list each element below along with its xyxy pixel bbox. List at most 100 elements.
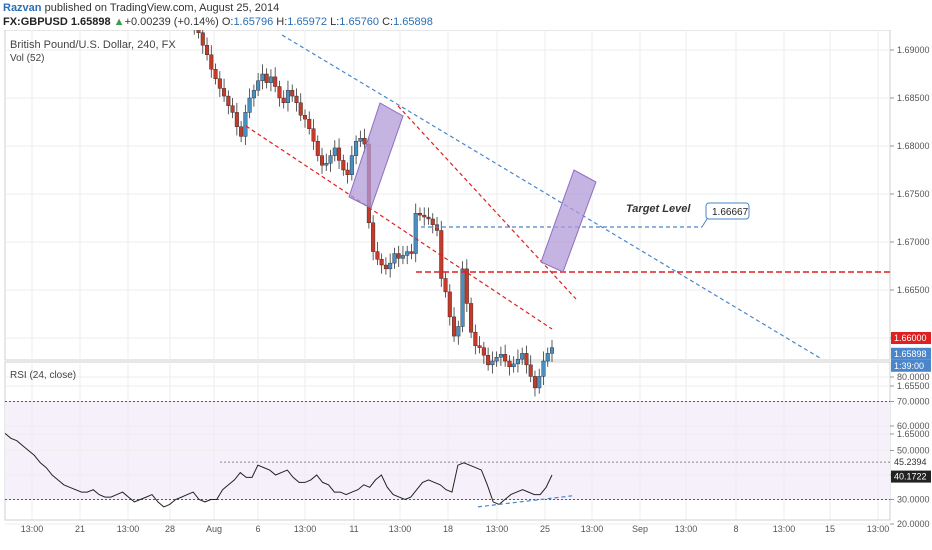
- close-label: C:: [382, 16, 394, 28]
- author-link[interactable]: Razvan: [3, 2, 42, 14]
- time-tick-label: 28: [165, 524, 175, 534]
- candle: [422, 214, 427, 218]
- publish-info: Razvan published on TradingView.com, Aug…: [3, 2, 279, 15]
- candle: [426, 216, 431, 220]
- candle: [447, 291, 452, 318]
- candle: [375, 251, 380, 260]
- candle: [302, 115, 307, 120]
- candle: [400, 255, 405, 259]
- candle: [277, 86, 282, 99]
- candle: [405, 251, 410, 256]
- candle: [430, 218, 435, 225]
- time-tick-label: 13:00: [675, 524, 698, 534]
- open-value: 1.65796: [233, 16, 274, 28]
- candle: [239, 126, 244, 137]
- rsi-tag-last: 40.1722: [894, 472, 927, 482]
- candle: [469, 303, 474, 333]
- candle: [315, 140, 320, 156]
- top-bar: Razvan published on TradingView.com, Aug…: [0, 0, 932, 30]
- candle: [503, 354, 508, 362]
- candle: [520, 353, 525, 360]
- rsi-indicator: [4, 401, 890, 508]
- candle: [332, 147, 337, 156]
- pane-title[interactable]: British Pound/U.S. Dollar, 240, FX: [10, 39, 176, 51]
- price-tag-level: 1.66000: [894, 333, 927, 343]
- channel-upper-line: [397, 105, 577, 300]
- drawings[interactable]: Target Level 1.66667: [245, 34, 890, 359]
- candle: [349, 155, 354, 175]
- low-label: L:: [330, 16, 340, 28]
- candle: [247, 97, 252, 113]
- candle: [324, 163, 329, 166]
- time-tick-label: 8: [733, 524, 738, 534]
- chart-canvas[interactable]: Target Level 1.66667 1.69000 1.68500 1.6800…: [0, 30, 932, 550]
- rsi-divergence-line: [477, 495, 573, 508]
- candle: [260, 73, 265, 81]
- candle: [460, 268, 465, 327]
- price-tag-countdown-bg: [891, 359, 931, 372]
- axes: 1.69000 1.68500 1.68000 1.67500 1.67000 1.665…: [5, 45, 931, 534]
- candle: [388, 262, 393, 270]
- close-value: 1.65898: [393, 16, 433, 28]
- candle: [251, 90, 256, 99]
- price-tag-last: 1.65898: [894, 349, 927, 359]
- projection-box-1: [348, 102, 404, 209]
- rsi-tag-level: 45.2394: [894, 457, 927, 467]
- rsi-title[interactable]: RSI (24, close): [10, 370, 77, 381]
- change-value: +0.00239 (+0.14%): [124, 16, 219, 28]
- time-tick-label: 13:00: [867, 524, 890, 534]
- candle: [205, 44, 210, 55]
- symbol-name[interactable]: FX:GBPUSD: [3, 16, 68, 28]
- candle: [230, 105, 235, 113]
- candle: [337, 147, 342, 161]
- time-tick-label: 13:00: [294, 524, 317, 534]
- projection-box-2: [540, 169, 597, 273]
- candle: [354, 140, 359, 156]
- candle: [511, 363, 516, 368]
- open-label: O:: [221, 16, 234, 28]
- rsi-tick-label: 60.0000: [897, 421, 930, 431]
- candle: [396, 253, 401, 259]
- time-tick-label: 13:00: [773, 524, 796, 534]
- price-tag-level-bg: [891, 332, 931, 344]
- time-tick-label: Aug: [206, 524, 222, 534]
- time-tick-label: 15: [825, 524, 835, 534]
- candle: [298, 102, 303, 116]
- price-tick-label: 1.67000: [897, 237, 930, 247]
- candle: [392, 253, 397, 264]
- candle: [464, 268, 469, 304]
- candle: [311, 128, 316, 142]
- volume-label[interactable]: Vol (52): [10, 53, 45, 64]
- candle: [222, 88, 227, 97]
- price-tick-label: 1.66500: [897, 285, 930, 295]
- candle: [320, 155, 325, 166]
- candle: [196, 30, 201, 33]
- rsi-line: [4, 433, 553, 508]
- candle: [307, 118, 312, 129]
- grid: [4, 30, 891, 525]
- candle: [477, 345, 482, 348]
- candle: [524, 353, 529, 366]
- candle: [532, 376, 537, 389]
- time-tick-label: Sep: [632, 524, 648, 534]
- candle: [413, 212, 418, 254]
- price-tick-label: 1.65500: [897, 381, 930, 391]
- candle: [481, 347, 486, 356]
- candle: [273, 76, 278, 87]
- price-tick-label: 1.65000: [897, 429, 930, 439]
- time-tick-label: 13:00: [389, 524, 412, 534]
- candle: [456, 326, 461, 337]
- rsi-tick-label: 70.0000: [897, 397, 930, 407]
- candle: [328, 155, 333, 164]
- candle: [379, 259, 384, 266]
- candle: [494, 357, 499, 362]
- candle: [345, 169, 350, 175]
- candle: [243, 112, 248, 137]
- candle: [256, 80, 261, 91]
- candle: [264, 73, 269, 83]
- time-tick-label: 11: [349, 524, 358, 534]
- candle: [217, 78, 222, 89]
- candle: [550, 347, 555, 354]
- candle: [452, 316, 457, 337]
- high-label: H:: [276, 16, 288, 28]
